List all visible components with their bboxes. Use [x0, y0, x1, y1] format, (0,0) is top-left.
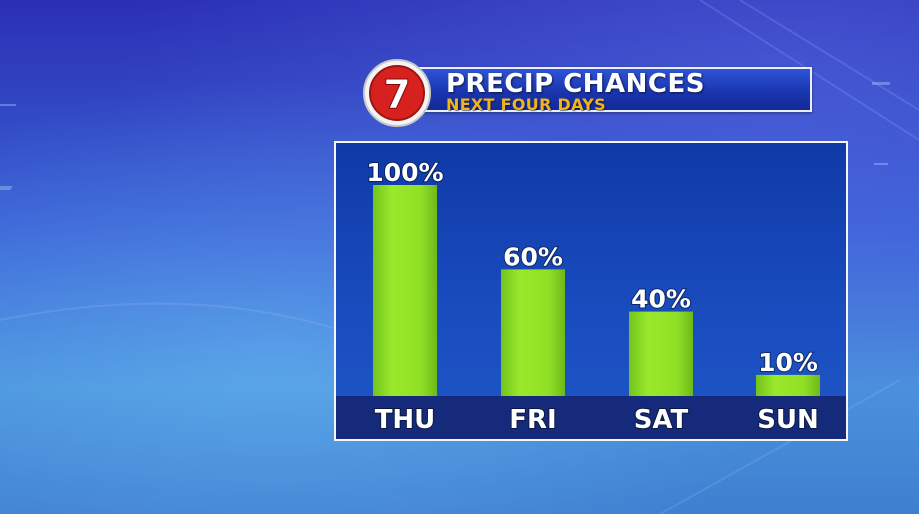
bar-chart-svg: 100% 60% 40% 10% THU FRI SAT SUN	[336, 157, 846, 439]
category-label-fri: FRI	[509, 405, 556, 435]
chart-header: PRECIP CHANCES NEXT FOUR DAYS 7	[362, 58, 814, 128]
bar-thu	[373, 185, 437, 396]
value-label-thu: 100%	[366, 158, 443, 187]
value-label-sat: 40%	[631, 285, 691, 314]
bar-sun	[756, 374, 820, 396]
logo-text: 7	[383, 72, 411, 118]
category-label-sun: SUN	[757, 405, 819, 435]
title-banner: PRECIP CHANCES NEXT FOUR DAYS	[410, 67, 812, 114]
value-label-fri: 60%	[503, 242, 563, 271]
channel-7-logo-icon: 7	[363, 59, 431, 127]
category-label-thu: THU	[375, 405, 436, 435]
bar-fri	[501, 269, 565, 396]
chart-subtitle: NEXT FOUR DAYS	[446, 95, 606, 114]
category-axis-band	[336, 396, 846, 439]
category-label-sat: SAT	[634, 405, 689, 435]
bar-sat	[629, 311, 693, 396]
bar-chart: 100% 60% 40% 10% THU FRI SAT SUN	[334, 141, 848, 441]
chart-title: PRECIP CHANCES	[446, 69, 705, 99]
value-label-sun: 10%	[758, 348, 818, 377]
